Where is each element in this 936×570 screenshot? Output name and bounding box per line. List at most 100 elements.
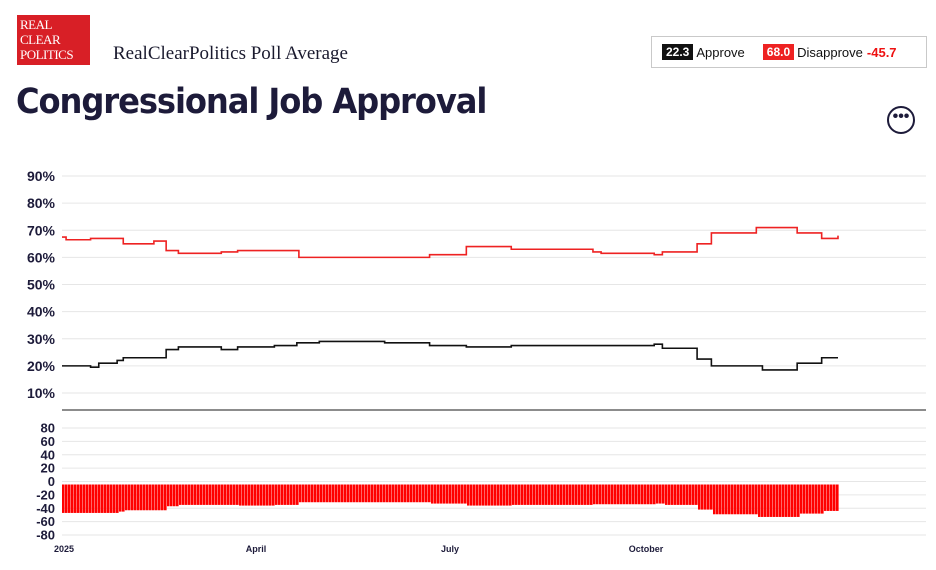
spread-bar [431, 484, 434, 504]
spread-tick-label: 40 [41, 447, 55, 462]
spread-bar [143, 484, 146, 511]
spread-bar [467, 484, 470, 506]
spread-bar [230, 484, 233, 505]
spread-bar [98, 484, 101, 513]
spread-bar [80, 484, 83, 513]
spread-bar [266, 484, 269, 506]
spread-bar [158, 484, 161, 511]
spread-bar [200, 484, 203, 505]
spread-bar [449, 484, 452, 504]
spread-bar [818, 484, 821, 514]
x-tick-label: October [629, 544, 664, 554]
spread-bar [434, 484, 437, 504]
spread-bar [599, 484, 602, 505]
spread-bar [485, 484, 488, 506]
spread-bar [716, 484, 719, 515]
spread-bar [164, 484, 167, 511]
spread-bar [452, 484, 455, 504]
spread-bar [494, 484, 497, 506]
spread-bar [731, 484, 734, 515]
spread-bar [752, 484, 755, 515]
spread-bar [725, 484, 728, 515]
spread-bar [89, 484, 92, 513]
spread-bar [509, 484, 512, 506]
rcp-logo[interactable]: REAL CLEAR POLITICS [17, 15, 90, 65]
spread-bar [623, 484, 626, 505]
spread-bar [263, 484, 266, 506]
spread-bar [245, 484, 248, 506]
spread-bar [524, 484, 527, 505]
spread-bar [212, 484, 215, 505]
spread-bar [209, 484, 212, 505]
spread-bar [374, 484, 377, 503]
spread-bar [443, 484, 446, 504]
spread-bar [62, 484, 65, 513]
y-tick-label: 90% [27, 168, 56, 184]
spread-bar [440, 484, 443, 504]
spread-bar [284, 484, 287, 505]
spread-bar [185, 484, 188, 505]
spread-bar [140, 484, 143, 511]
spread-bar [146, 484, 149, 511]
spread-tick-label: 20 [41, 461, 55, 476]
spread-bar [803, 484, 806, 514]
spread-bar [482, 484, 485, 506]
spread-bar [641, 484, 644, 505]
spread-bar [746, 484, 749, 515]
spread-bar [221, 484, 224, 505]
spread-bar [305, 484, 308, 503]
spread-bar [458, 484, 461, 504]
spread-bar [137, 484, 140, 511]
spread-bar [248, 484, 251, 506]
spread-bar [644, 484, 647, 505]
spread-bar [113, 484, 116, 513]
spread-bar [353, 484, 356, 503]
spread-bar [491, 484, 494, 506]
spread-bar [254, 484, 257, 506]
spread-bar [734, 484, 737, 515]
spread-bar [155, 484, 158, 511]
spread-bar [329, 484, 332, 503]
spread-tick-label: 80 [41, 421, 55, 436]
spread-bar [362, 484, 365, 503]
spread-bar [755, 484, 758, 515]
spread-bar [779, 484, 782, 517]
spread-bar [521, 484, 524, 505]
spread-bar [377, 484, 380, 503]
spread-bar [596, 484, 599, 505]
logo-line-3: POLITICS [20, 47, 74, 62]
spread-bar [95, 484, 98, 513]
spread-tick-label: 60 [41, 434, 55, 449]
spread-bar [833, 484, 836, 511]
spread-bar [227, 484, 230, 505]
spread-bar [152, 484, 155, 511]
spread-bar [695, 484, 698, 505]
spread-bar [413, 484, 416, 503]
spread-bar [422, 484, 425, 503]
spread-bar [167, 484, 170, 507]
spread-bar [674, 484, 677, 505]
spread-bar [149, 484, 152, 511]
spread-bar [806, 484, 809, 514]
spread-bar [161, 484, 164, 511]
spread-bar [380, 484, 383, 503]
spread-bar [680, 484, 683, 505]
spread-bar [548, 484, 551, 505]
spread-bar [359, 484, 362, 503]
spread-bar [566, 484, 569, 505]
spread-bar [476, 484, 479, 506]
spread-bar [68, 484, 71, 513]
spread-bar [455, 484, 458, 504]
spread-bar [590, 484, 593, 505]
spread-bar [836, 484, 839, 511]
spread-bar [788, 484, 791, 517]
spread-bar [272, 484, 275, 506]
y-tick-label: 50% [27, 277, 56, 293]
spread-bar [389, 484, 392, 503]
spread-bar [86, 484, 89, 513]
spread-bar [194, 484, 197, 505]
spread-bar [797, 484, 800, 517]
spread-bar [287, 484, 290, 505]
spread-bar [737, 484, 740, 515]
more-options-button[interactable]: ••• [887, 106, 915, 134]
